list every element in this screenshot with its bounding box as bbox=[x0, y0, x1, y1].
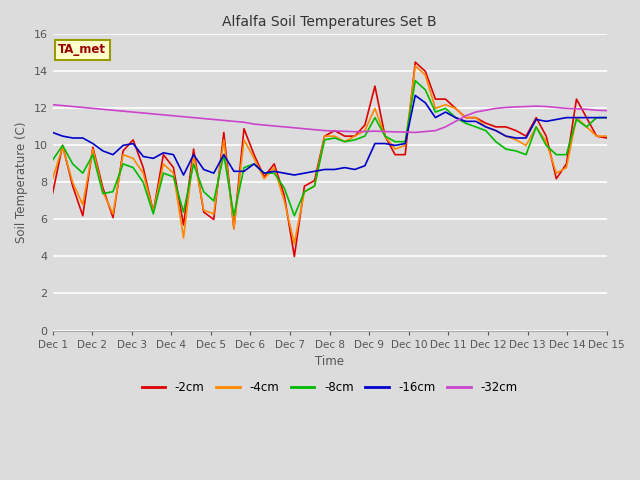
Legend: -2cm, -4cm, -8cm, -16cm, -32cm: -2cm, -4cm, -8cm, -16cm, -32cm bbox=[137, 376, 522, 399]
-4cm bbox=[250, 156, 258, 161]
-32cm bbox=[391, 129, 399, 135]
-16cm bbox=[49, 130, 56, 135]
-32cm bbox=[49, 102, 56, 108]
-16cm bbox=[371, 141, 379, 146]
Title: Alfalfa Soil Temperatures Set B: Alfalfa Soil Temperatures Set B bbox=[222, 15, 437, 29]
-4cm bbox=[412, 63, 419, 69]
-4cm bbox=[59, 144, 67, 150]
-32cm bbox=[482, 108, 490, 113]
-32cm bbox=[412, 130, 419, 135]
-4cm bbox=[371, 106, 379, 111]
-32cm bbox=[59, 103, 67, 108]
X-axis label: Time: Time bbox=[315, 355, 344, 368]
-4cm bbox=[49, 176, 56, 181]
-2cm bbox=[291, 253, 298, 259]
-8cm bbox=[260, 170, 268, 176]
-8cm bbox=[401, 139, 409, 144]
-32cm bbox=[361, 129, 369, 134]
-8cm bbox=[603, 115, 611, 120]
-4cm bbox=[603, 133, 611, 139]
Text: TA_met: TA_met bbox=[58, 43, 106, 56]
-4cm bbox=[291, 240, 298, 246]
-4cm bbox=[431, 106, 439, 111]
-8cm bbox=[59, 143, 67, 148]
-8cm bbox=[431, 109, 439, 115]
-32cm bbox=[422, 129, 429, 134]
-2cm bbox=[603, 135, 611, 141]
-2cm bbox=[59, 143, 67, 148]
Y-axis label: Soil Temperature (C): Soil Temperature (C) bbox=[15, 121, 28, 243]
-2cm bbox=[371, 84, 379, 89]
-8cm bbox=[412, 78, 419, 84]
Line: -8cm: -8cm bbox=[52, 81, 607, 216]
-16cm bbox=[492, 128, 500, 133]
-16cm bbox=[431, 115, 439, 120]
-2cm bbox=[412, 59, 419, 65]
-16cm bbox=[603, 115, 611, 120]
-32cm bbox=[603, 108, 611, 113]
-8cm bbox=[492, 139, 500, 144]
-16cm bbox=[401, 141, 409, 146]
-16cm bbox=[59, 133, 67, 139]
-8cm bbox=[49, 157, 56, 163]
-2cm bbox=[492, 124, 500, 130]
-4cm bbox=[401, 143, 409, 148]
Line: -4cm: -4cm bbox=[52, 66, 607, 243]
-2cm bbox=[431, 96, 439, 102]
-16cm bbox=[180, 172, 188, 178]
-2cm bbox=[49, 191, 56, 196]
-8cm bbox=[230, 213, 237, 218]
-2cm bbox=[401, 152, 409, 157]
-4cm bbox=[492, 128, 500, 133]
-16cm bbox=[412, 93, 419, 98]
-2cm bbox=[250, 152, 258, 157]
Line: -16cm: -16cm bbox=[52, 96, 607, 175]
Line: -32cm: -32cm bbox=[52, 105, 607, 132]
-32cm bbox=[250, 121, 258, 127]
-8cm bbox=[371, 115, 379, 120]
-16cm bbox=[260, 170, 268, 176]
Line: -2cm: -2cm bbox=[52, 62, 607, 256]
